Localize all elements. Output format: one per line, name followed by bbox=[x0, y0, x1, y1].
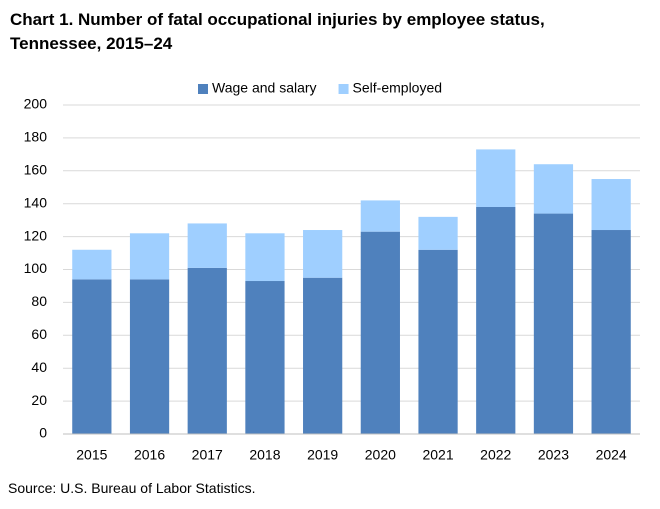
bar-segment bbox=[303, 230, 343, 278]
bar-segment bbox=[245, 281, 285, 434]
source-note: Source: U.S. Bureau of Labor Statistics. bbox=[8, 480, 256, 496]
bar-segment bbox=[591, 179, 631, 231]
legend-label: Wage and salary bbox=[212, 80, 317, 96]
y-tick-label: 60 bbox=[31, 326, 47, 342]
x-tick-label: 2015 bbox=[76, 447, 107, 463]
bar-segment bbox=[476, 206, 516, 434]
x-tick-label: 2021 bbox=[422, 447, 453, 463]
bar-segment bbox=[303, 277, 343, 434]
x-tick-label: 2017 bbox=[192, 447, 223, 463]
y-tick-label: 0 bbox=[39, 425, 47, 441]
x-tick-label: 2020 bbox=[365, 447, 396, 463]
bar-segment bbox=[360, 200, 400, 232]
legend-label: Self-employed bbox=[353, 80, 443, 96]
bar-segment bbox=[187, 267, 227, 434]
bar-segment bbox=[418, 216, 458, 250]
bar-segment bbox=[476, 149, 516, 207]
bar-segment bbox=[591, 230, 631, 434]
bar-segment bbox=[418, 249, 458, 434]
y-tick-label: 100 bbox=[24, 260, 48, 276]
y-tick-label: 140 bbox=[24, 194, 48, 210]
x-tick-label: 2024 bbox=[596, 447, 627, 463]
bar-segment bbox=[72, 279, 112, 434]
legend-swatch bbox=[338, 84, 349, 94]
legend-swatch bbox=[198, 84, 208, 94]
bar-segment bbox=[72, 249, 112, 280]
bar-segment bbox=[187, 223, 227, 268]
x-tick-label: 2019 bbox=[307, 447, 338, 463]
bar-segment bbox=[360, 231, 400, 434]
bar-segment bbox=[245, 233, 285, 282]
bar-segment bbox=[533, 213, 574, 434]
chart-title: Chart 1. Number of fatal occupational in… bbox=[10, 10, 545, 53]
y-tick-label: 80 bbox=[31, 293, 47, 309]
bar-segment bbox=[129, 233, 170, 280]
x-tick-label: 2018 bbox=[249, 447, 280, 463]
y-tick-label: 200 bbox=[24, 96, 48, 112]
y-tick-label: 160 bbox=[24, 162, 48, 178]
x-tick-label: 2023 bbox=[538, 447, 569, 463]
bar-segment bbox=[129, 279, 170, 434]
bar-segment bbox=[533, 164, 574, 214]
y-tick-label: 40 bbox=[31, 359, 47, 375]
x-tick-label: 2022 bbox=[480, 447, 511, 463]
y-tick-label: 20 bbox=[31, 392, 47, 408]
y-tick-label: 180 bbox=[24, 129, 48, 145]
x-tick-label: 2016 bbox=[134, 447, 165, 463]
y-tick-label: 120 bbox=[24, 227, 48, 243]
